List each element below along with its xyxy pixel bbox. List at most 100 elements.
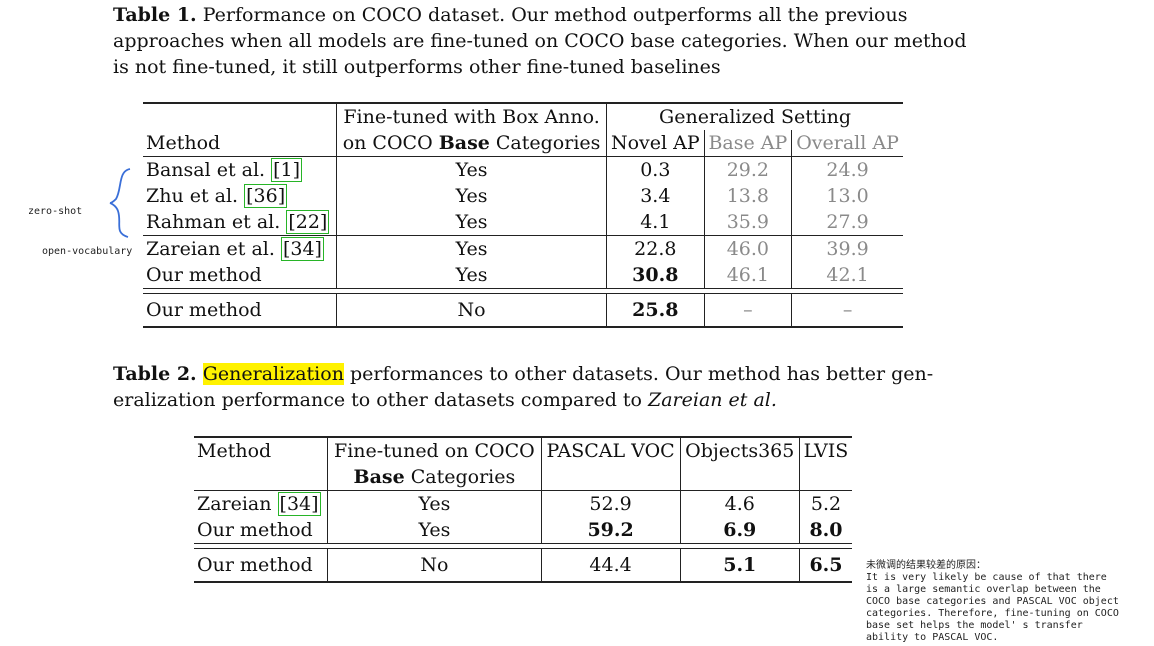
table-row: Rahman et al. [22] Yes 4.1 35.9 27.9: [143, 209, 903, 236]
t2-header-ft2-post: Categories: [404, 466, 516, 488]
zero-shot-label: zero-shot: [28, 206, 83, 217]
side-note-line: It is very likely be cause of that there: [866, 572, 1107, 583]
table-row: Our method Yes 30.8 46.1 42.1: [143, 262, 903, 289]
t1-row0-overall: 24.9: [826, 159, 869, 181]
t1-row2-finetuned: Yes: [336, 209, 608, 236]
t1-row0-method: Bansal et al.: [146, 159, 272, 181]
handwritten-brace-icon: [109, 168, 131, 238]
t1-header-ft2-post: Categories: [489, 132, 601, 154]
t2-last-objects365: 5.1: [680, 548, 800, 582]
t1-header-ft2-bold: Base: [438, 132, 490, 154]
t1-row1-method: Zhu et al.: [146, 185, 245, 207]
t1-row0-novel: 0.3: [606, 156, 705, 183]
t1-row3-ref[interactable]: [34]: [280, 237, 324, 261]
t1-header-finetuned-2: on COCO Base Categories: [336, 130, 608, 157]
t2-header-ft2-bold: Base: [353, 466, 405, 488]
t2-header-method: Method: [194, 437, 329, 491]
t2-row1-finetuned: Yes: [327, 517, 542, 544]
t2-last-finetuned: No: [327, 548, 542, 582]
t1-row4-base: 46.1: [704, 262, 793, 289]
t1-last-overall: –: [842, 299, 853, 321]
t2-header-finetuned-1: Fine-tuned on COCO: [327, 437, 542, 464]
t1-row1-ref[interactable]: [36]: [244, 184, 288, 208]
t1-row0-finetuned: Yes: [336, 156, 608, 183]
side-note-line: 未微调的结果较差的原因：: [866, 560, 986, 571]
t1-row2-base: 35.9: [704, 209, 793, 236]
table-row: Bansal et al. [1] Yes 0.3 29.2 24.9: [143, 156, 903, 183]
t1-row3-novel: 22.8: [606, 235, 705, 262]
t1-row0-base: 29.2: [704, 156, 793, 183]
t1-row3-method: Zareian et al.: [146, 238, 281, 260]
table-row: Our method Yes 59.2 6.9 8.0: [194, 517, 852, 544]
t2-last-lvis: 6.5: [809, 554, 843, 576]
t2-row1-voc: 59.2: [541, 517, 681, 544]
open-vocabulary-label: open-vocabulary: [42, 246, 133, 257]
side-note-line: COCO base categories and PASCAL VOC obje…: [866, 596, 1119, 607]
table2-caption-line1: performances to other datasets. Our meth…: [343, 363, 934, 385]
t1-row1-novel: 3.4: [606, 183, 705, 209]
side-note-line: base set helps the model' s transfer: [866, 620, 1083, 631]
t2-row0-method: Zareian: [197, 493, 278, 515]
t1-row1-overall: 13.0: [826, 185, 869, 207]
t1-row1-base: 13.8: [704, 183, 793, 209]
t1-row2-novel: 4.1: [606, 209, 705, 236]
t2-row1-method: Our method: [194, 517, 329, 544]
t1-row4-method: Our method: [143, 262, 338, 289]
t1-row1-finetuned: Yes: [336, 183, 608, 209]
t1-last-base: –: [704, 293, 793, 327]
table1-caption-line3: is not fine-tuned, it still outperforms …: [113, 56, 721, 78]
t1-last-finetuned: No: [336, 293, 608, 327]
t1-last-method: Our method: [143, 293, 338, 327]
table2-caption: Table 2. Generalization performances to …: [113, 361, 933, 413]
table1-caption-line1: Performance on COCO dataset. Our method …: [196, 4, 908, 26]
t2-row1-objects365: 6.9: [680, 517, 800, 544]
t2-row0-voc: 52.9: [541, 490, 681, 517]
t2-header-finetuned-2: Base Categories: [327, 464, 542, 491]
table1-caption-line2: approaches when all models are fine-tune…: [113, 30, 967, 52]
t1-header-finetuned-1: Fine-tuned with Box Anno.: [336, 103, 608, 130]
t1-row2-overall: 27.9: [826, 211, 869, 233]
t1-row2-method: Rahman et al.: [146, 211, 287, 233]
side-note-line: ability to PASCAL VOC.: [866, 632, 999, 643]
t1-header-method: Method: [143, 103, 338, 157]
t1-row4-finetuned: Yes: [336, 262, 608, 289]
t2-header-lvis: LVIS: [803, 440, 849, 462]
table-row: Zareian [34] Yes 52.9 4.6 5.2: [194, 490, 852, 517]
t1-header-base: Base AP: [704, 130, 793, 157]
t2-row0-finetuned: Yes: [327, 490, 542, 517]
table-row: Our method No 25.8 – –: [143, 293, 903, 327]
t1-header-overall: Overall AP: [796, 132, 899, 154]
t2-header-voc: PASCAL VOC: [541, 437, 681, 491]
t1-header-novel: Novel AP: [606, 130, 705, 157]
table-divider: [143, 288, 903, 294]
side-note-line: categories. Therefore, fine-tuning on CO…: [866, 608, 1119, 619]
t2-last-voc: 44.4: [541, 548, 681, 582]
side-note: 未微调的结果较差的原因： It is very likely be cause …: [866, 560, 1119, 644]
t1-row0-ref[interactable]: [1]: [271, 158, 303, 182]
t1-row3-finetuned: Yes: [336, 235, 608, 262]
table2: Method Fine-tuned on COCO PASCAL VOC Obj…: [194, 436, 852, 583]
table2-caption-line2: eralization performance to other dataset…: [113, 389, 649, 411]
t1-row4-overall: 42.1: [826, 264, 869, 286]
table2-caption-highlight: Generalization: [202, 363, 344, 385]
table1: Method Fine-tuned with Box Anno. General…: [143, 102, 903, 328]
t2-row0-objects365: 4.6: [680, 490, 800, 517]
side-note-line: is a large semantic overlap between the: [866, 584, 1101, 595]
t1-row4-novel: 30.8: [606, 262, 705, 289]
t2-row0-ref[interactable]: [34]: [277, 492, 321, 516]
t2-row0-lvis: 5.2: [810, 493, 842, 515]
table1-caption-label: Table 1.: [113, 4, 197, 26]
t2-last-method: Our method: [194, 548, 329, 582]
t1-header-ft2-pre: on COCO: [342, 132, 439, 154]
table-row: Zhu et al. [36] Yes 3.4 13.8 13.0: [143, 183, 903, 209]
t1-last-novel: 25.8: [606, 293, 705, 327]
t2-row1-lvis: 8.0: [809, 519, 843, 541]
table-row: Zareian et al. [34] Yes 22.8 46.0 39.9: [143, 235, 903, 262]
t1-row3-overall: 39.9: [826, 238, 869, 260]
t1-row3-base: 46.0: [704, 235, 793, 262]
t2-header-objects365: Objects365: [680, 437, 800, 491]
t1-row2-ref[interactable]: [22]: [286, 210, 330, 234]
table-row: Our method No 44.4 5.1 6.5: [194, 548, 852, 582]
table2-caption-label: Table 2.: [113, 363, 197, 385]
table2-caption-italic: Zareian et al.: [648, 389, 777, 411]
